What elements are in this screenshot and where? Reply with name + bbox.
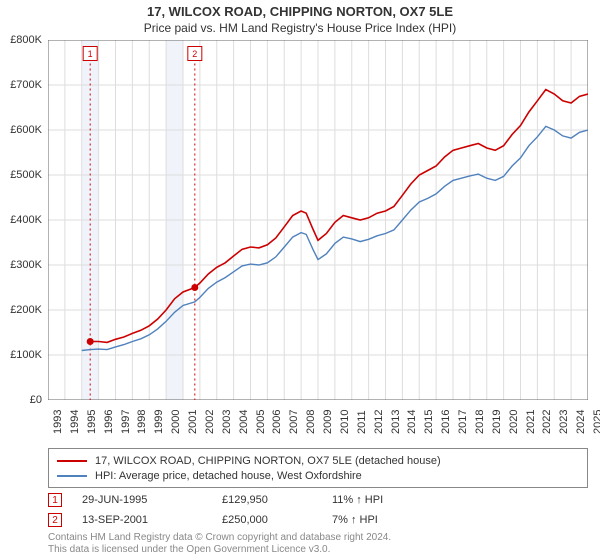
sales-table: 1 29-JUN-1995£129,95011% ↑ HPI 2 13-SEP-200… xyxy=(48,490,588,530)
x-tick-label: 1995 xyxy=(86,410,98,434)
sale-marker-icon: 2 xyxy=(48,513,62,527)
x-tick-label: 2023 xyxy=(558,410,570,434)
chart-title: 17, WILCOX ROAD, CHIPPING NORTON, OX7 5L… xyxy=(0,0,600,19)
legend-label-property: 17, WILCOX ROAD, CHIPPING NORTON, OX7 5L… xyxy=(95,455,441,467)
sale-marker-icon: 1 xyxy=(48,493,62,507)
x-tick-label: 1993 xyxy=(52,410,64,434)
svg-text:1: 1 xyxy=(88,49,93,59)
x-tick-label: 1997 xyxy=(120,410,132,434)
legend-label-hpi: HPI: Average price, detached house, West… xyxy=(95,470,362,482)
x-tick-label: 1998 xyxy=(136,410,148,434)
y-axis-ticks: £0£100K£200K£300K£400K£500K£600K£700K£80… xyxy=(0,40,46,400)
x-tick-label: 2017 xyxy=(457,410,469,434)
x-tick-label: 2019 xyxy=(491,410,503,434)
y-tick-label: £0 xyxy=(30,394,42,406)
footer-line-1: Contains HM Land Registry data © Crown c… xyxy=(48,532,588,544)
x-tick-label: 2015 xyxy=(423,410,435,434)
x-tick-label: 2004 xyxy=(238,410,250,434)
footer-line-2: This data is licensed under the Open Gov… xyxy=(48,544,588,556)
y-tick-label: £100K xyxy=(10,349,42,361)
legend-swatch-property xyxy=(57,460,87,462)
sale-row: 1 29-JUN-1995£129,95011% ↑ HPI xyxy=(48,490,588,510)
y-tick-label: £800K xyxy=(10,34,42,46)
legend-swatch-hpi xyxy=(57,475,87,477)
x-tick-label: 2003 xyxy=(221,410,233,434)
x-tick-label: 1999 xyxy=(153,410,165,434)
x-tick-label: 2002 xyxy=(204,410,216,434)
x-tick-label: 2022 xyxy=(541,410,553,434)
x-tick-label: 2020 xyxy=(508,410,520,434)
y-tick-label: £200K xyxy=(10,304,42,316)
y-tick-label: £700K xyxy=(10,79,42,91)
chart-plot-area: 12 xyxy=(48,40,588,400)
x-tick-label: 2007 xyxy=(288,410,300,434)
y-tick-label: £500K xyxy=(10,169,42,181)
x-tick-label: 2001 xyxy=(187,410,199,434)
y-tick-label: £600K xyxy=(10,124,42,136)
x-axis-ticks: 1993 1994 1995 1996 1997 1998 1999 2000 2001 2002… xyxy=(48,400,588,450)
x-tick-label: 2006 xyxy=(271,410,283,434)
sale-date: 29-JUN-1995 xyxy=(82,494,222,506)
x-tick-label: 2012 xyxy=(373,410,385,434)
chart-svg: 12 xyxy=(48,40,588,400)
sale-hpi: 7% ↑ HPI xyxy=(332,514,452,526)
sale-date: 13-SEP-2001 xyxy=(82,514,222,526)
footer-attribution: Contains HM Land Registry data © Crown c… xyxy=(48,532,588,556)
x-tick-label: 2016 xyxy=(440,410,452,434)
x-tick-label: 2010 xyxy=(339,410,351,434)
x-tick-label: 2021 xyxy=(525,410,537,434)
x-tick-label: 2024 xyxy=(575,410,587,434)
svg-text:2: 2 xyxy=(192,49,197,59)
y-tick-label: £400K xyxy=(10,214,42,226)
sale-price: £250,000 xyxy=(222,514,332,526)
x-tick-label: 1994 xyxy=(69,410,81,434)
x-tick-label: 2018 xyxy=(474,410,486,434)
x-tick-label: 2025 xyxy=(592,410,600,434)
x-tick-label: 2005 xyxy=(255,410,267,434)
sale-hpi: 11% ↑ HPI xyxy=(332,494,452,506)
x-tick-label: 2000 xyxy=(170,410,182,434)
legend-row-hpi: HPI: Average price, detached house, West… xyxy=(57,468,579,483)
x-tick-label: 2014 xyxy=(406,410,418,434)
chart-subtitle: Price paid vs. HM Land Registry's House … xyxy=(0,19,600,39)
x-tick-label: 2008 xyxy=(305,410,317,434)
legend: 17, WILCOX ROAD, CHIPPING NORTON, OX7 5L… xyxy=(48,448,588,488)
legend-row-property: 17, WILCOX ROAD, CHIPPING NORTON, OX7 5L… xyxy=(57,453,579,468)
x-tick-label: 2009 xyxy=(322,410,334,434)
y-tick-label: £300K xyxy=(10,259,42,271)
sale-row: 2 13-SEP-2001£250,0007% ↑ HPI xyxy=(48,510,588,530)
x-tick-label: 2013 xyxy=(390,410,402,434)
x-tick-label: 1996 xyxy=(103,410,115,434)
x-tick-label: 2011 xyxy=(356,410,368,434)
sale-price: £129,950 xyxy=(222,494,332,506)
